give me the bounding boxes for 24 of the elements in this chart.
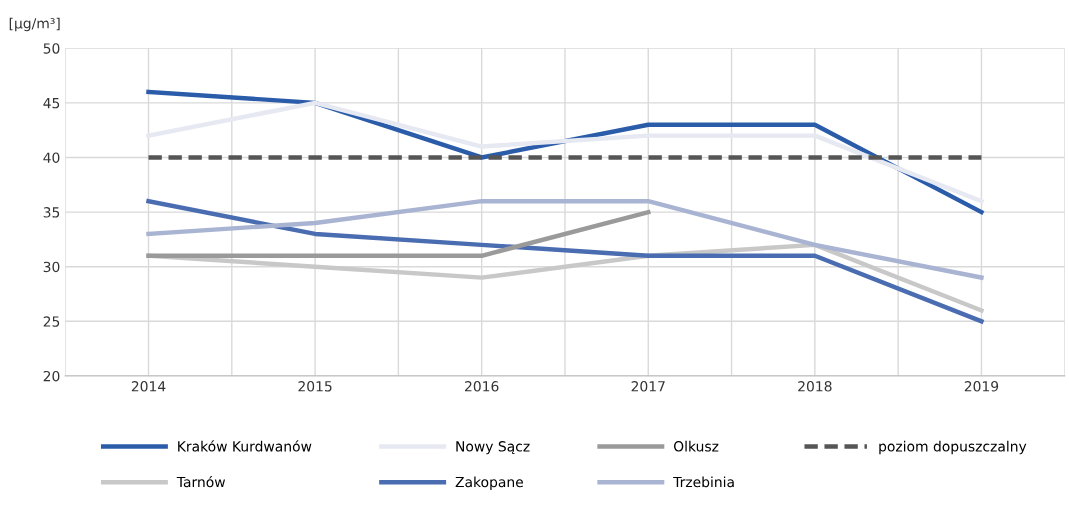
line-series: [146, 198, 984, 324]
y-tick-label: 45: [43, 98, 60, 109]
legend-label: Trzebinia: [673, 476, 734, 488]
y-tick-label: 25: [43, 316, 60, 327]
legend-label: Kraków Kurdwanów: [178, 440, 312, 452]
x-tick-label: 2018: [798, 381, 832, 392]
line-series: [146, 198, 984, 280]
x-tick-label: 2017: [631, 381, 665, 392]
legend-label: Olkusz: [673, 440, 719, 452]
y-tick-label: 35: [43, 207, 60, 218]
legend-label: Nowy Sącz: [456, 441, 530, 455]
y-tick-label: 20: [43, 370, 60, 382]
y-tick-label: 30: [43, 261, 60, 273]
x-tick-label: 2016: [465, 381, 499, 392]
y-axis-title: [µg/m³]: [9, 17, 60, 32]
y-tick-label: 50: [43, 43, 60, 54]
x-tick-label: 2015: [298, 381, 332, 392]
legend-label: poziom dopuszczalny: [879, 440, 1027, 455]
legend-label: Tarnów: [176, 475, 226, 488]
line-series: [146, 100, 984, 204]
x-tick-label: 2014: [131, 381, 166, 392]
y-tick-label: 40: [43, 152, 60, 163]
x-tick-label: 2019: [964, 381, 999, 392]
legend-label: Zakopane: [455, 476, 523, 490]
